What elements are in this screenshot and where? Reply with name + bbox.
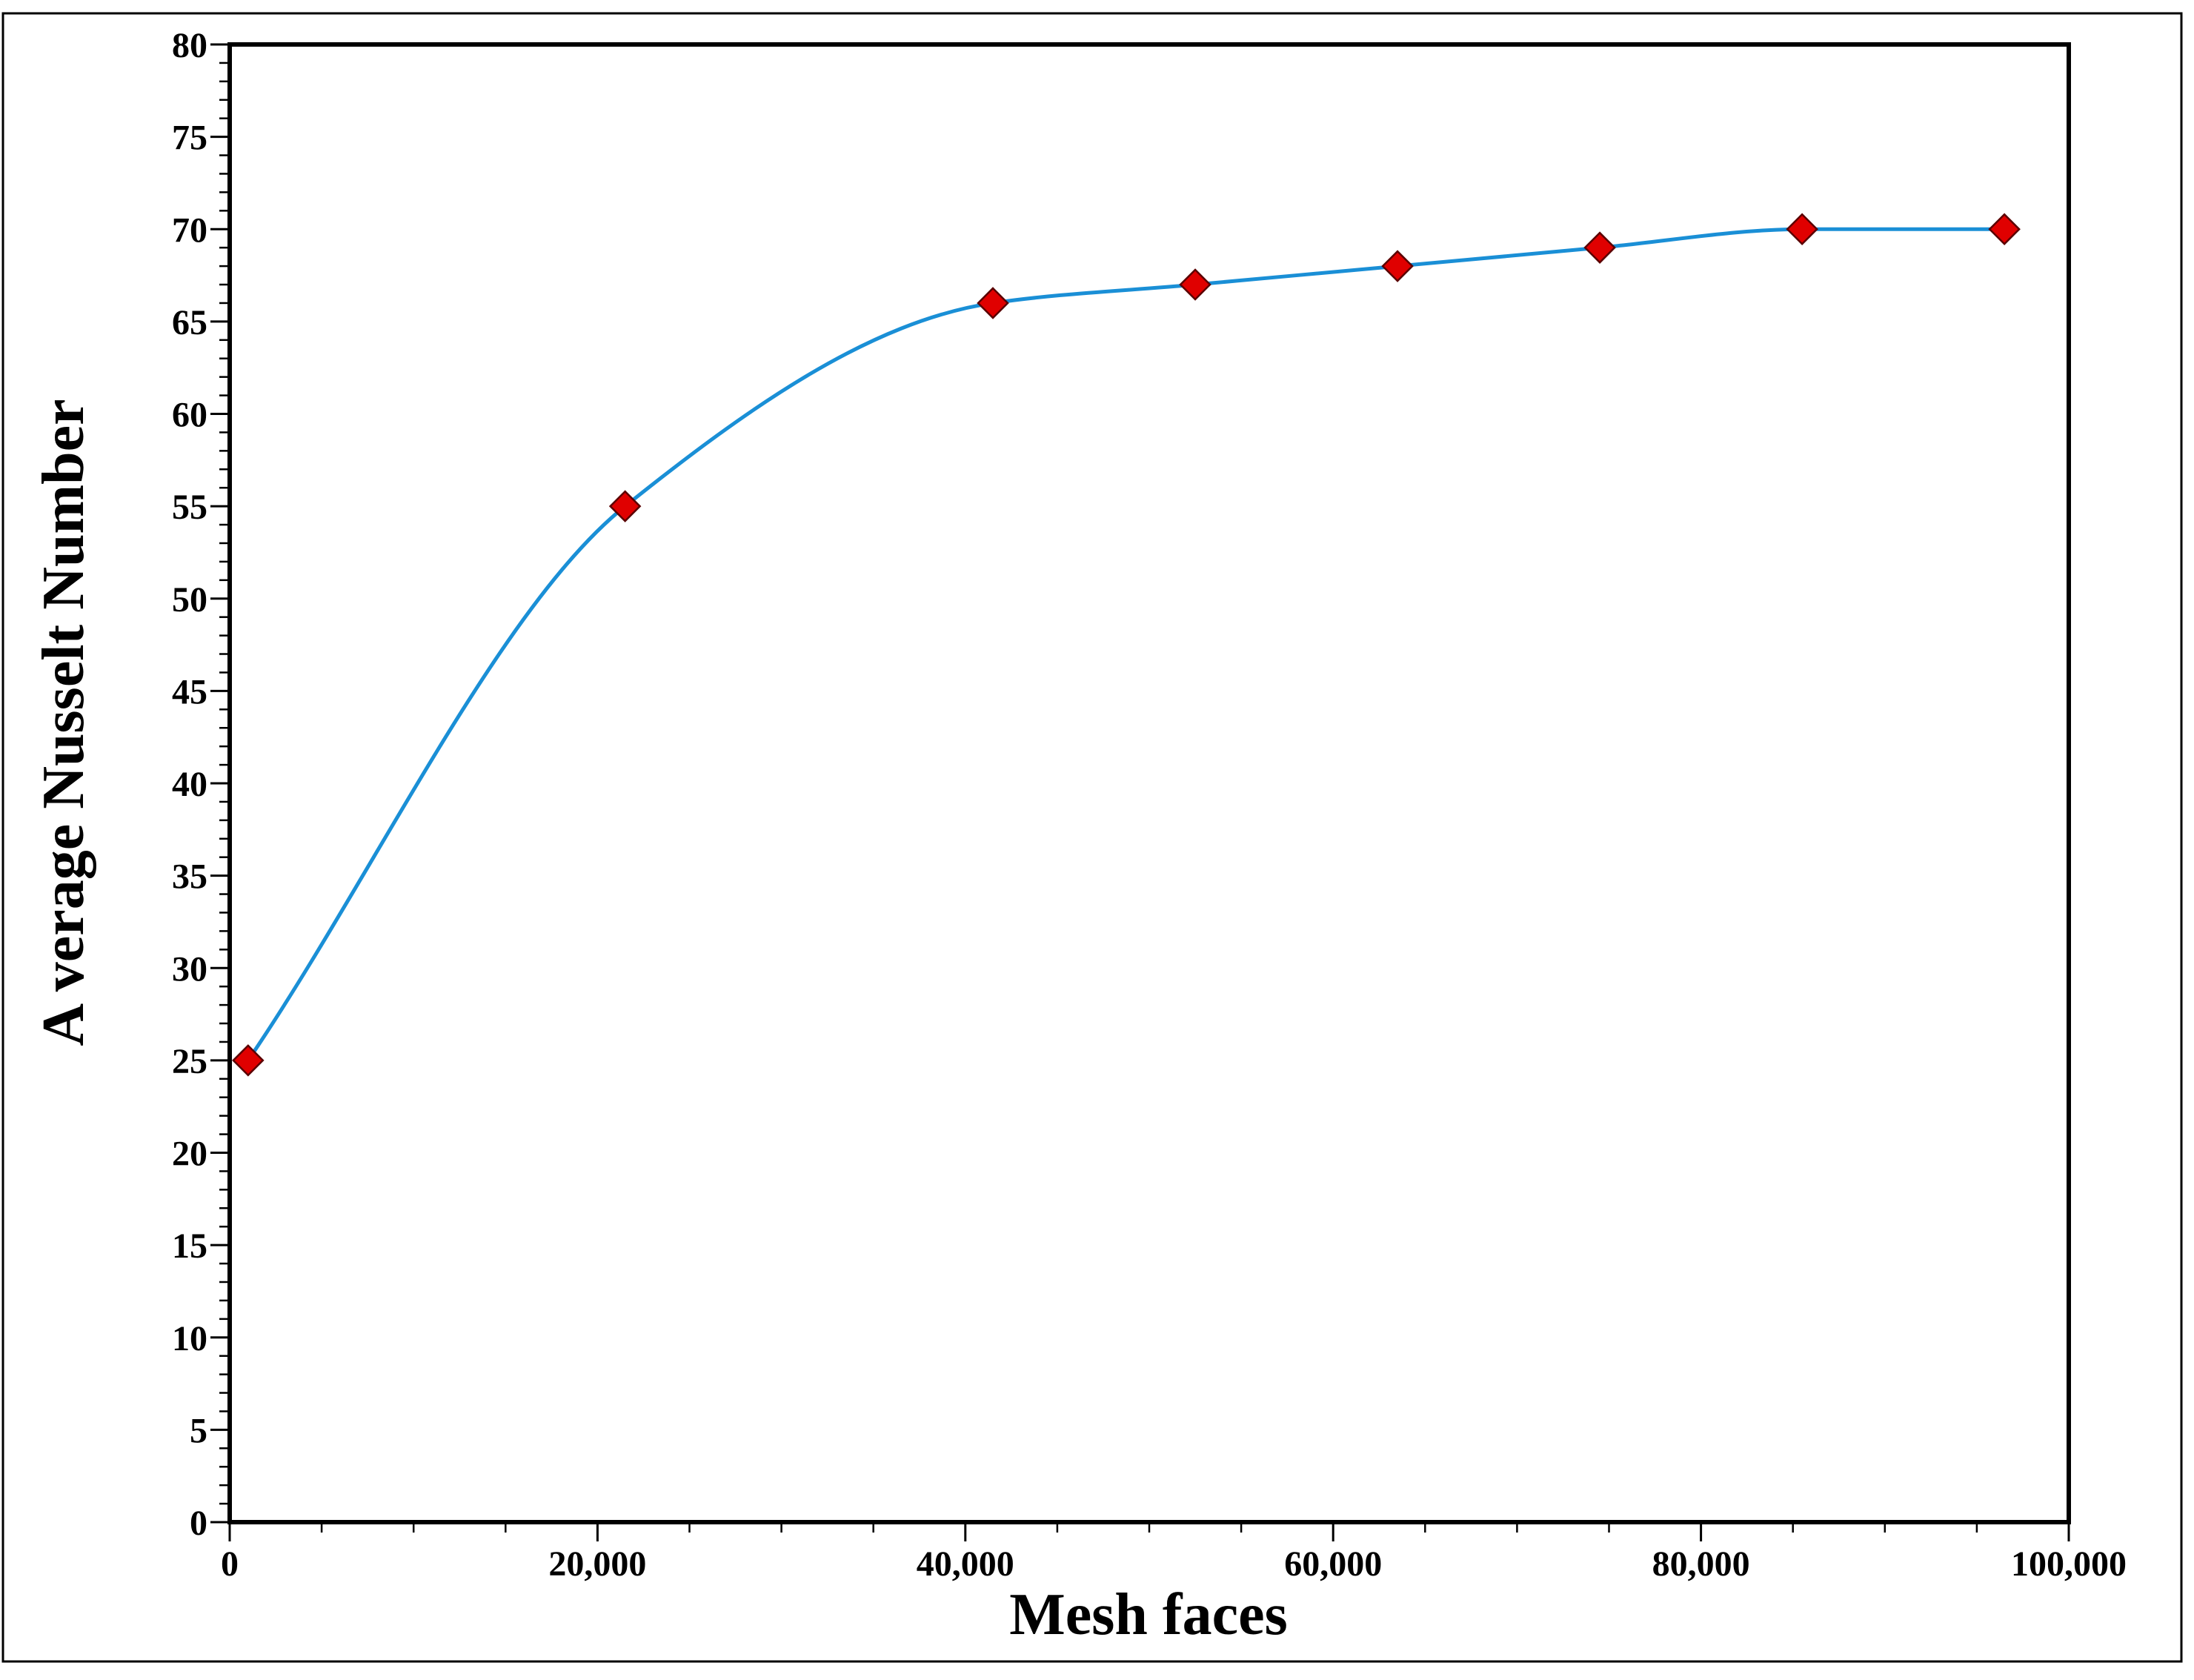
y-tick-label: 10 xyxy=(172,1319,207,1358)
series-layer xyxy=(232,213,2021,1077)
y-tick-labels: 0 5 10 15 20 25 30 35 40 45 50 55 60 65 70 75 80 xyxy=(172,26,207,1543)
y-tick-label: 65 xyxy=(172,303,207,342)
x-axis-title: Mesh faces xyxy=(1009,1582,1287,1647)
plot-area-frame xyxy=(227,42,2071,1524)
x-tick-label: 0 xyxy=(221,1544,239,1584)
figure-border xyxy=(1,12,2183,1663)
y-tick-label: 70 xyxy=(172,210,207,250)
y-tick-label: 75 xyxy=(172,119,207,158)
x-tick-label: 60,000 xyxy=(1284,1544,1382,1584)
data-point-marker xyxy=(232,1044,265,1077)
y-tick-label: 0 xyxy=(190,1504,207,1543)
series-line xyxy=(246,227,2007,1063)
x-tick-label: 20,000 xyxy=(548,1544,646,1584)
data-point-marker xyxy=(977,287,1009,319)
y-tick-label: 45 xyxy=(172,672,207,711)
y-tick-label: 5 xyxy=(190,1411,207,1450)
x-tick-label: 40,000 xyxy=(917,1544,1014,1584)
data-point-marker xyxy=(1988,213,2021,246)
data-point-marker xyxy=(608,490,642,522)
y-tick-label: 20 xyxy=(172,1135,207,1174)
y-tick-label: 40 xyxy=(172,765,207,804)
y-tick-label: 35 xyxy=(172,857,207,897)
y-tick-label: 25 xyxy=(172,1042,207,1081)
y-tick-label: 60 xyxy=(172,396,207,435)
data-point-marker xyxy=(1179,268,1211,301)
minor-ticks xyxy=(219,62,1978,1533)
x-tick-label: 100,000 xyxy=(2011,1544,2127,1584)
major-ticks xyxy=(210,43,2070,1541)
y-tick-label: 30 xyxy=(172,949,207,989)
y-tick-label: 80 xyxy=(172,26,207,65)
data-point-marker xyxy=(1583,231,1616,264)
y-tick-label: 50 xyxy=(172,580,207,620)
y-axis-title: A verage Nusselt Number xyxy=(31,399,96,1046)
y-tick-label: 55 xyxy=(172,488,207,527)
y-tick-label: 15 xyxy=(172,1226,207,1266)
x-tick-labels: 0 20,000 40,000 60,000 80,000 100,000 xyxy=(221,1544,2127,1584)
data-point-marker xyxy=(1381,250,1414,282)
data-point-marker xyxy=(1786,213,1818,246)
x-tick-label: 80,000 xyxy=(1652,1544,1750,1584)
